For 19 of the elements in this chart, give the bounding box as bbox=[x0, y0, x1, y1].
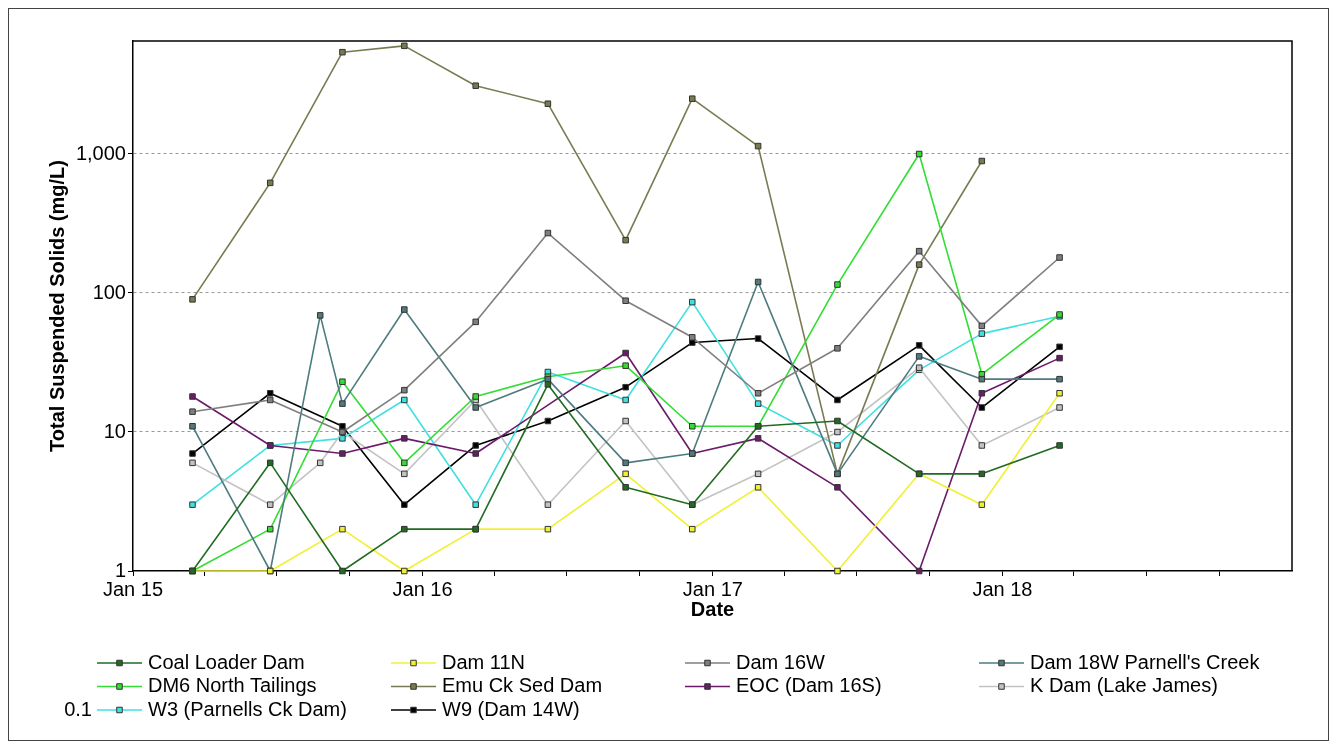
legend-label: Dam 16W bbox=[736, 650, 826, 673]
legend-label: DM6 North Tailings bbox=[148, 674, 317, 697]
legend-label: Emu Ck Sed Dam bbox=[442, 674, 603, 697]
legend-label: K Dam (Lake James) bbox=[1030, 674, 1218, 697]
legend-label: W9 (Dam 14W) bbox=[442, 697, 580, 720]
x-axis-title: Date bbox=[690, 597, 735, 620]
x-tick-label: Jan 17 bbox=[682, 577, 743, 600]
text: 0.1 bbox=[64, 697, 92, 720]
y-tick-label: 1,000 bbox=[75, 141, 126, 164]
x-tick-label: Jan 16 bbox=[392, 577, 453, 600]
legend-label: Dam 18W Parnell's Creek bbox=[1030, 650, 1261, 673]
y-tick-label: 10 bbox=[103, 419, 126, 442]
legend-label: EOC (Dam 16S) bbox=[736, 674, 882, 697]
y-axis-title: Total Suspended Solids (mg/L) bbox=[45, 160, 68, 452]
legend-label: W3 (Parnells Ck Dam) bbox=[148, 697, 347, 720]
y-tick-label: 100 bbox=[92, 280, 126, 303]
legend-label: Coal Loader Dam bbox=[148, 650, 305, 673]
legend-label: Dam 11N bbox=[442, 650, 525, 673]
x-tick-label: Jan 18 bbox=[972, 577, 1033, 600]
